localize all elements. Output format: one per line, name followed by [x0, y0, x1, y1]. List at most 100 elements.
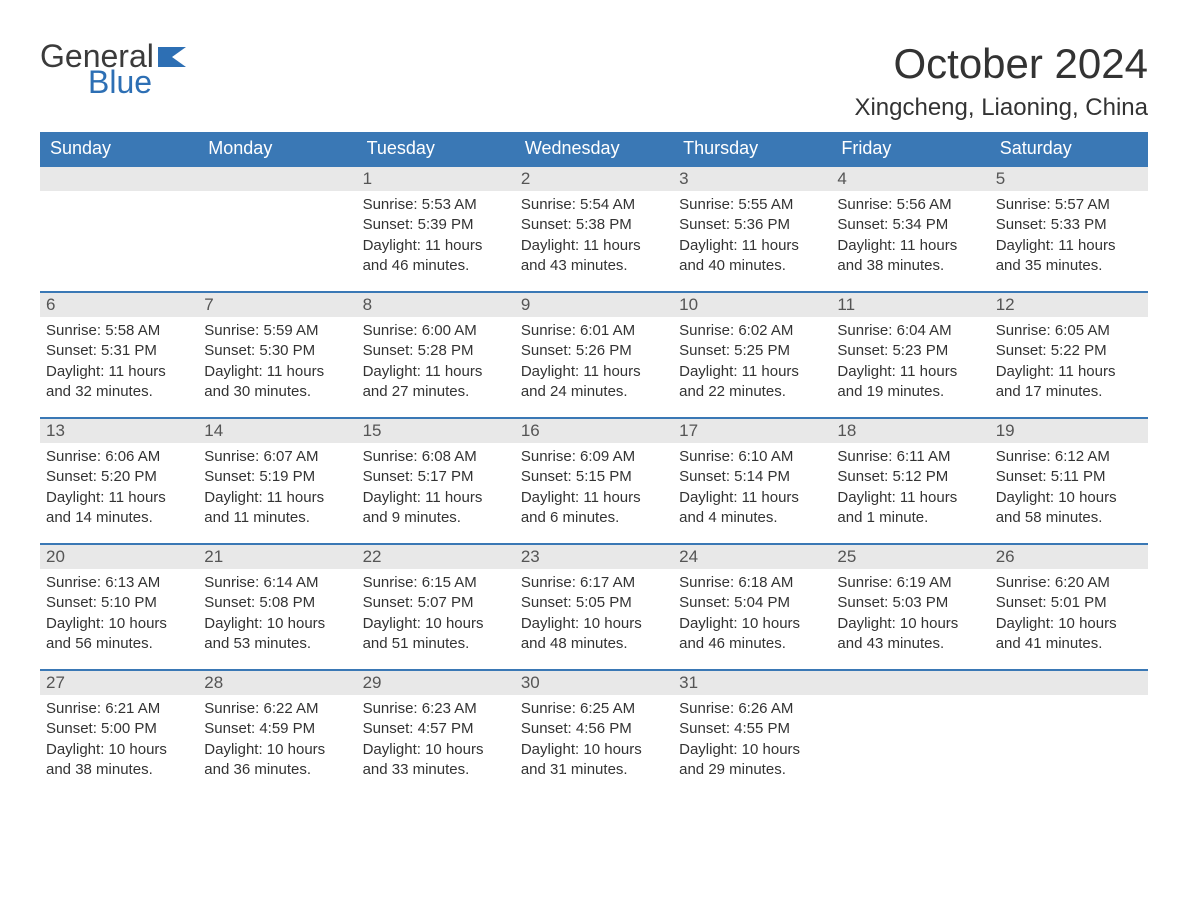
day-number: 17: [673, 419, 831, 443]
sunrise-line: Sunrise: 6:19 AM: [837, 573, 983, 593]
calendar-empty-cell: [40, 167, 198, 291]
sunset-line: Sunset: 5:15 PM: [521, 467, 667, 487]
sunset-line: Sunset: 5:19 PM: [204, 467, 350, 487]
daylight-line: Daylight: 11 hours and 1 minute.: [837, 488, 983, 529]
day-body: Sunrise: 5:57 AMSunset: 5:33 PMDaylight:…: [990, 191, 1148, 286]
location-subtitle: Xingcheng, Liaoning, China: [854, 94, 1148, 122]
day-body: Sunrise: 6:25 AMSunset: 4:56 PMDaylight:…: [515, 695, 673, 790]
sunrise-line: Sunrise: 6:17 AM: [521, 573, 667, 593]
calendar-week-row: 20Sunrise: 6:13 AMSunset: 5:10 PMDayligh…: [40, 543, 1148, 669]
sunrise-line: Sunrise: 6:26 AM: [679, 699, 825, 719]
daylight-line: Daylight: 11 hours and 30 minutes.: [204, 362, 350, 403]
calendar-weeks: 1Sunrise: 5:53 AMSunset: 5:39 PMDaylight…: [40, 165, 1148, 795]
calendar-day-cell: 24Sunrise: 6:18 AMSunset: 5:04 PMDayligh…: [673, 545, 831, 669]
sunset-line: Sunset: 5:36 PM: [679, 215, 825, 235]
day-number: 29: [357, 671, 515, 695]
daylight-line: Daylight: 10 hours and 51 minutes.: [363, 614, 509, 655]
sunset-line: Sunset: 5:01 PM: [996, 593, 1142, 613]
daylight-line: Daylight: 10 hours and 38 minutes.: [46, 740, 192, 781]
calendar-empty-cell: [990, 671, 1148, 795]
day-number: 12: [990, 293, 1148, 317]
calendar-day-cell: 6Sunrise: 5:58 AMSunset: 5:31 PMDaylight…: [40, 293, 198, 417]
sunset-line: Sunset: 5:10 PM: [46, 593, 192, 613]
sunset-line: Sunset: 5:33 PM: [996, 215, 1142, 235]
calendar-day-cell: 15Sunrise: 6:08 AMSunset: 5:17 PMDayligh…: [357, 419, 515, 543]
sunrise-line: Sunrise: 6:07 AM: [204, 447, 350, 467]
day-number: 24: [673, 545, 831, 569]
daylight-line: Daylight: 11 hours and 24 minutes.: [521, 362, 667, 403]
sunset-line: Sunset: 5:38 PM: [521, 215, 667, 235]
day-number: 15: [357, 419, 515, 443]
calendar-day-cell: 2Sunrise: 5:54 AMSunset: 5:38 PMDaylight…: [515, 167, 673, 291]
daylight-line: Daylight: 10 hours and 46 minutes.: [679, 614, 825, 655]
day-body: Sunrise: 6:14 AMSunset: 5:08 PMDaylight:…: [198, 569, 356, 664]
sunrise-line: Sunrise: 6:21 AM: [46, 699, 192, 719]
day-body: Sunrise: 6:20 AMSunset: 5:01 PMDaylight:…: [990, 569, 1148, 664]
day-number: 7: [198, 293, 356, 317]
sunrise-line: Sunrise: 6:25 AM: [521, 699, 667, 719]
sunrise-line: Sunrise: 5:54 AM: [521, 195, 667, 215]
weekday-header-row: SundayMondayTuesdayWednesdayThursdayFrid…: [40, 132, 1148, 165]
sunrise-line: Sunrise: 6:02 AM: [679, 321, 825, 341]
day-number: 21: [198, 545, 356, 569]
daylight-line: Daylight: 11 hours and 27 minutes.: [363, 362, 509, 403]
sunrise-line: Sunrise: 6:15 AM: [363, 573, 509, 593]
day-body: Sunrise: 6:22 AMSunset: 4:59 PMDaylight:…: [198, 695, 356, 790]
day-number: 23: [515, 545, 673, 569]
sunset-line: Sunset: 5:25 PM: [679, 341, 825, 361]
sunrise-line: Sunrise: 6:10 AM: [679, 447, 825, 467]
day-body: Sunrise: 6:17 AMSunset: 5:05 PMDaylight:…: [515, 569, 673, 664]
daylight-line: Daylight: 11 hours and 40 minutes.: [679, 236, 825, 277]
sunrise-line: Sunrise: 6:22 AM: [204, 699, 350, 719]
day-body: Sunrise: 5:56 AMSunset: 5:34 PMDaylight:…: [831, 191, 989, 286]
sunrise-line: Sunrise: 6:00 AM: [363, 321, 509, 341]
daylight-line: Daylight: 11 hours and 11 minutes.: [204, 488, 350, 529]
weekday-header-cell: Sunday: [40, 132, 198, 165]
day-body: Sunrise: 6:04 AMSunset: 5:23 PMDaylight:…: [831, 317, 989, 412]
calendar-day-cell: 11Sunrise: 6:04 AMSunset: 5:23 PMDayligh…: [831, 293, 989, 417]
title-block: October 2024 Xingcheng, Liaoning, China: [854, 40, 1148, 122]
day-number: 28: [198, 671, 356, 695]
day-body: Sunrise: 6:15 AMSunset: 5:07 PMDaylight:…: [357, 569, 515, 664]
day-number: 26: [990, 545, 1148, 569]
calendar-week-row: 13Sunrise: 6:06 AMSunset: 5:20 PMDayligh…: [40, 417, 1148, 543]
daylight-line: Daylight: 11 hours and 46 minutes.: [363, 236, 509, 277]
daylight-line: Daylight: 10 hours and 36 minutes.: [204, 740, 350, 781]
weekday-header-cell: Tuesday: [357, 132, 515, 165]
sunrise-line: Sunrise: 6:23 AM: [363, 699, 509, 719]
day-number: 3: [673, 167, 831, 191]
day-number: 11: [831, 293, 989, 317]
calendar-week-row: 1Sunrise: 5:53 AMSunset: 5:39 PMDaylight…: [40, 165, 1148, 291]
calendar-day-cell: 25Sunrise: 6:19 AMSunset: 5:03 PMDayligh…: [831, 545, 989, 669]
calendar-day-cell: 26Sunrise: 6:20 AMSunset: 5:01 PMDayligh…: [990, 545, 1148, 669]
calendar-day-cell: 22Sunrise: 6:15 AMSunset: 5:07 PMDayligh…: [357, 545, 515, 669]
calendar: SundayMondayTuesdayWednesdayThursdayFrid…: [40, 132, 1148, 795]
day-number: 8: [357, 293, 515, 317]
day-body: Sunrise: 6:13 AMSunset: 5:10 PMDaylight:…: [40, 569, 198, 664]
calendar-day-cell: 17Sunrise: 6:10 AMSunset: 5:14 PMDayligh…: [673, 419, 831, 543]
sunrise-line: Sunrise: 6:08 AM: [363, 447, 509, 467]
calendar-day-cell: 5Sunrise: 5:57 AMSunset: 5:33 PMDaylight…: [990, 167, 1148, 291]
day-body: Sunrise: 5:54 AMSunset: 5:38 PMDaylight:…: [515, 191, 673, 286]
daylight-line: Daylight: 10 hours and 43 minutes.: [837, 614, 983, 655]
daylight-line: Daylight: 10 hours and 53 minutes.: [204, 614, 350, 655]
sunrise-line: Sunrise: 5:53 AM: [363, 195, 509, 215]
calendar-empty-cell: [198, 167, 356, 291]
brand-word2: Blue: [88, 66, 152, 98]
day-number: 10: [673, 293, 831, 317]
sunrise-line: Sunrise: 5:59 AM: [204, 321, 350, 341]
day-body: Sunrise: 6:11 AMSunset: 5:12 PMDaylight:…: [831, 443, 989, 538]
calendar-day-cell: 8Sunrise: 6:00 AMSunset: 5:28 PMDaylight…: [357, 293, 515, 417]
sunrise-line: Sunrise: 5:56 AM: [837, 195, 983, 215]
day-number: 13: [40, 419, 198, 443]
day-body: Sunrise: 6:08 AMSunset: 5:17 PMDaylight:…: [357, 443, 515, 538]
day-body: Sunrise: 5:59 AMSunset: 5:30 PMDaylight:…: [198, 317, 356, 412]
calendar-day-cell: 31Sunrise: 6:26 AMSunset: 4:55 PMDayligh…: [673, 671, 831, 795]
day-number: 30: [515, 671, 673, 695]
calendar-day-cell: 21Sunrise: 6:14 AMSunset: 5:08 PMDayligh…: [198, 545, 356, 669]
sunrise-line: Sunrise: 6:11 AM: [837, 447, 983, 467]
day-body: Sunrise: 6:26 AMSunset: 4:55 PMDaylight:…: [673, 695, 831, 790]
daylight-line: Daylight: 10 hours and 31 minutes.: [521, 740, 667, 781]
day-number: 25: [831, 545, 989, 569]
calendar-day-cell: 20Sunrise: 6:13 AMSunset: 5:10 PMDayligh…: [40, 545, 198, 669]
